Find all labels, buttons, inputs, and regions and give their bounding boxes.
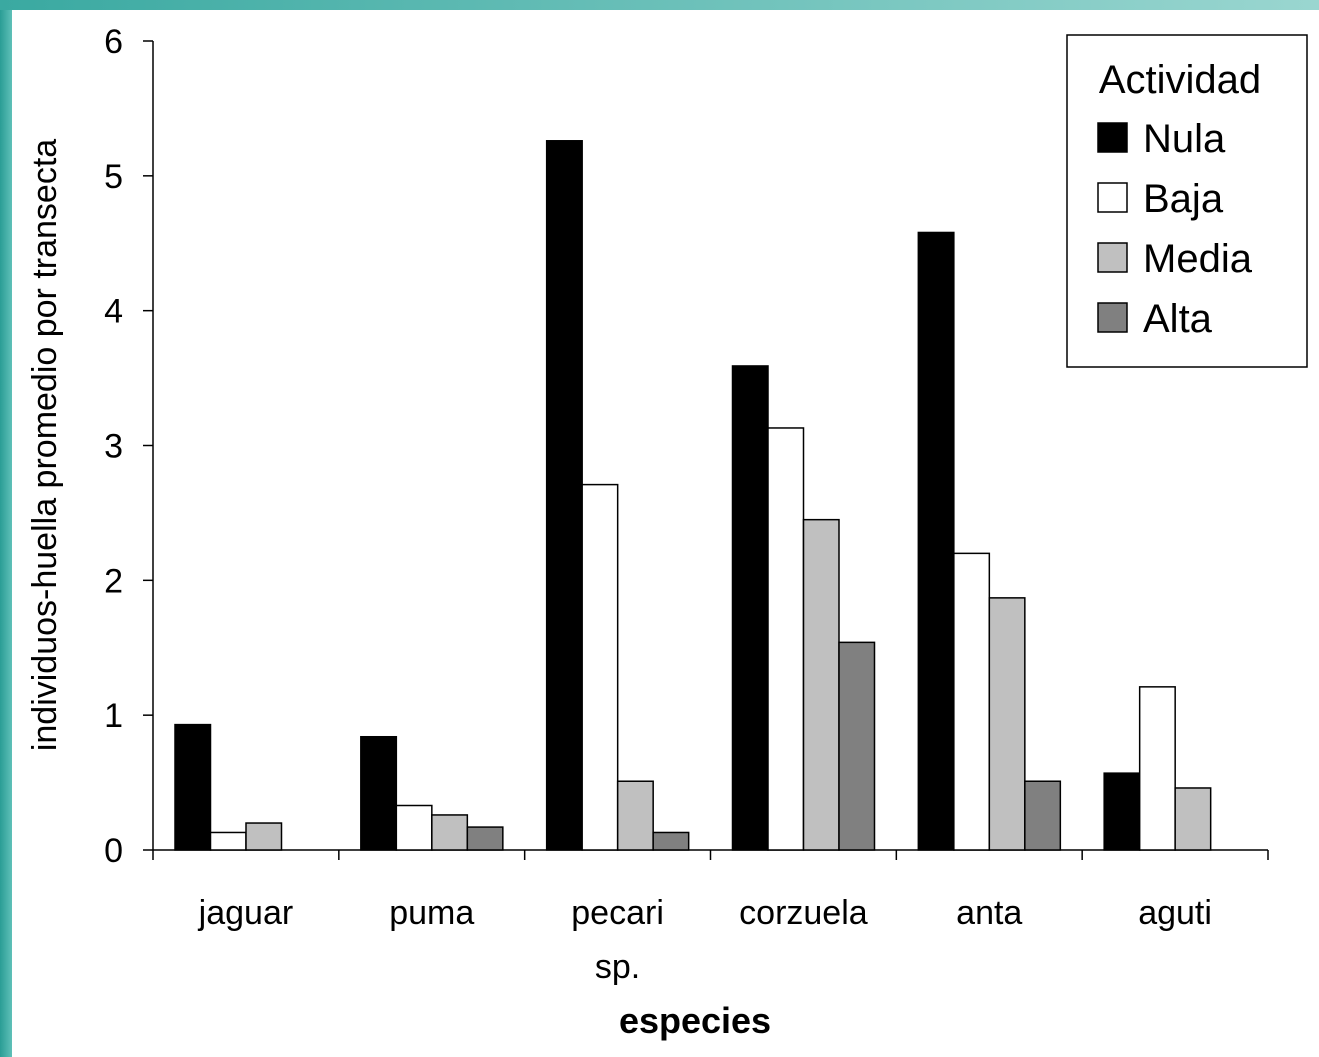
legend-swatch-alta — [1097, 302, 1128, 333]
legend: Actividad Nula Baja Media Alta — [1066, 34, 1308, 368]
legend-swatch-baja — [1097, 182, 1128, 213]
x-tick-label: pecari — [571, 894, 664, 932]
bar-media-aguti — [1174, 787, 1212, 851]
x-axis: jaguar puma pecari sp. corzuela anta aguti — [152, 849, 1269, 986]
bar-baja-anta — [953, 552, 991, 851]
top-accent-band — [0, 0, 1319, 10]
x-tick-label: aguti — [1138, 894, 1212, 932]
x-tick-label: puma — [389, 894, 474, 932]
x-axis-title: especies — [619, 1000, 771, 1041]
bar-nula-aguti — [1103, 772, 1141, 851]
bar-baja-pecari-sp — [581, 483, 619, 851]
bar-media-anta — [988, 597, 1026, 851]
bar-media-jaguar — [245, 822, 283, 851]
bar-media-corzuela — [802, 518, 840, 851]
legend-label-nula: Nula — [1143, 117, 1226, 161]
x-tick-label: jaguar — [198, 894, 294, 932]
bar-alta-puma — [466, 826, 504, 851]
legend-label-baja: Baja — [1143, 177, 1224, 221]
bar-alta-corzuela — [838, 641, 876, 851]
bar-alta-pecari-sp — [652, 831, 690, 851]
y-tick-label: 6 — [104, 23, 123, 61]
bars-group — [174, 140, 1212, 851]
y-tick-label: 2 — [104, 562, 123, 600]
bar-baja-aguti — [1138, 686, 1176, 851]
y-tick-label: 0 — [104, 832, 123, 870]
x-tick-label: corzuela — [739, 894, 868, 932]
legend-label-media: Media — [1143, 237, 1253, 281]
legend-title: Actividad — [1099, 58, 1261, 102]
x-tick-label: anta — [956, 894, 1022, 932]
bar-media-puma — [431, 814, 469, 851]
legend-swatch-media — [1097, 242, 1128, 273]
bar-nula-jaguar — [174, 723, 212, 851]
bar-alta-anta — [1024, 780, 1062, 851]
bar-nula-pecari-sp — [545, 140, 583, 851]
x-tick-label: sp. — [595, 948, 640, 986]
bar-media-pecari-sp — [616, 780, 654, 851]
bar-nula-puma — [360, 735, 398, 851]
bar-nula-anta — [917, 231, 955, 851]
legend-swatch-nula — [1097, 122, 1128, 153]
y-tick-label: 4 — [104, 293, 123, 331]
y-axis-title: individuos-huella promedio por transecta — [26, 139, 64, 751]
y-tick-label: 1 — [104, 697, 123, 735]
y-tick-label: 5 — [104, 158, 123, 196]
bar-baja-puma — [395, 804, 433, 851]
legend-items: Nula Baja Media Alta — [1097, 117, 1253, 341]
bar-nula-corzuela — [731, 365, 769, 851]
legend-label-alta: Alta — [1143, 297, 1213, 341]
bar-baja-jaguar — [209, 831, 247, 851]
y-tick-label: 3 — [104, 428, 123, 466]
bar-baja-corzuela — [767, 427, 805, 851]
y-axis: 0 1 2 3 4 5 6 — [104, 23, 154, 870]
